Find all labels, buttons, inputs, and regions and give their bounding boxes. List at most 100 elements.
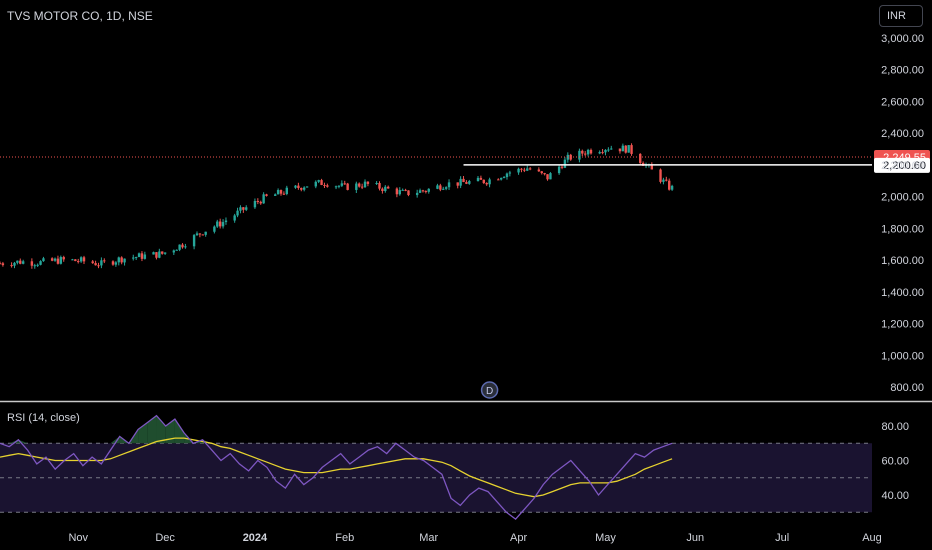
candle-body [398,190,401,195]
candle-body [285,187,289,194]
candle-body [659,169,662,182]
candle-body [337,185,341,187]
time-tick-label: Feb [335,532,354,544]
candle-body [53,258,57,261]
candle-body [94,263,97,266]
candle-body [155,252,158,258]
candle-body [439,185,442,190]
time-tick-label: Mar [419,532,438,544]
candle-body [624,145,627,153]
price-tick-label: 1,600.00 [881,255,924,267]
candles-layer [0,143,674,269]
candle-body [181,244,184,248]
candle-body [462,178,465,183]
candle-body [140,253,144,259]
candle-body [650,164,654,170]
candle-body [172,250,176,253]
rsi-overbought-fill [110,436,120,444]
candle-body [427,188,430,192]
candle-body [479,177,483,180]
candle-body [586,149,590,155]
candle-body [91,261,94,264]
price-tick-label: 1,400.00 [881,287,924,299]
price-tick-label: 2,200.00 [881,160,924,172]
candle-body [198,233,202,235]
price-tick-label: 800.00 [890,382,924,394]
candle-body [589,149,593,154]
candle-body [152,252,155,255]
candle-body [103,260,106,262]
candle-body [42,258,45,262]
candle-body [56,258,60,264]
candle-body [245,207,248,210]
rsi-overbought-fill [165,419,175,444]
candle-body [21,261,25,264]
candle-body [502,177,506,179]
rsi-overbought-fill [156,415,166,444]
time-tick-label: Apr [510,532,527,544]
candle-body [618,148,622,152]
candle-body [134,257,138,259]
candle-body [233,215,236,221]
candle-body [33,265,36,267]
price-tick-label: 3,000.00 [881,33,924,45]
candle-body [520,168,523,170]
rsi-panel: RSI (14, close) 80.00 60.00 40.00 [0,412,909,520]
candle-body [563,159,567,168]
candle-body [482,179,486,184]
rsi-overbought-fill [138,422,148,444]
candle-body [378,183,381,189]
chart-title: TVS MOTOR CO, 1D, NSE [7,9,153,23]
candle-body [488,179,491,185]
rsi-line [0,414,673,520]
candle-body [358,183,361,187]
candle-body [161,251,164,254]
candle-body [242,207,245,210]
candle-body [1,263,5,266]
candle-body [485,183,488,185]
candle-body [447,182,451,188]
candle-body [340,183,344,186]
dividend-event-icon[interactable] [480,381,499,399]
candle-body [526,168,529,171]
candle-body [598,152,601,154]
candle-body [192,235,196,247]
candle-body [282,193,286,195]
rsi-overbought-fill [147,415,157,444]
candle-body [314,181,317,187]
candle-body [346,183,349,190]
candle-body [300,188,303,190]
candle-body [540,171,543,174]
candle-body [415,192,419,196]
rsi-ma-line [0,437,673,498]
candle-body [265,194,268,196]
rsi-tick-label: 80.00 [881,421,909,433]
candle-body [404,189,407,191]
candle-body [195,233,199,236]
candle-body [82,257,86,262]
candle-body [386,186,390,189]
price-tick-label: 2,400.00 [881,128,924,140]
candle-body [294,185,297,188]
time-tick-label: Aug [862,532,882,544]
candle-body [218,221,222,227]
candle-body [117,257,120,263]
candle-body [216,221,219,227]
price-tick-label: 2,600.00 [881,96,924,108]
currency-selector[interactable]: INR [879,5,923,27]
candle-body [326,185,329,187]
candle-body [253,200,257,208]
candle-body [355,183,358,190]
candle-body [19,260,22,264]
candle-body [418,190,422,193]
candle-body [111,261,115,265]
candle-body [581,150,584,154]
price-tick-label: 2,800.00 [881,65,924,77]
price-tick-label: 2,000.00 [881,192,924,204]
candle-body [123,258,126,263]
time-tick-label: Dec [155,532,175,544]
candle-body [334,186,338,188]
candle-body [262,194,265,204]
candle-body [578,150,581,160]
candle-body [50,258,54,261]
